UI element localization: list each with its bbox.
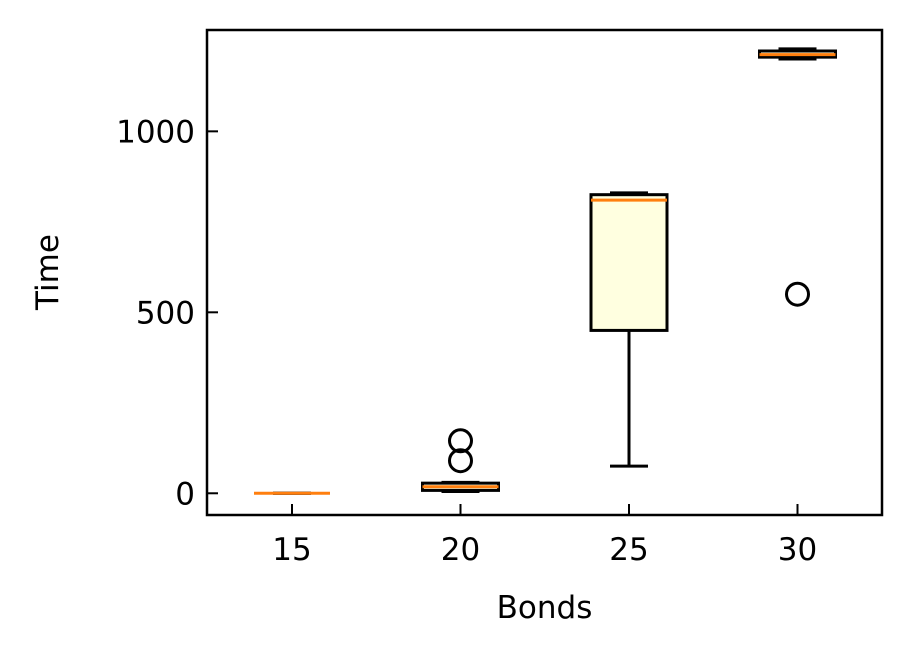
x-tick-label-15: 15 xyxy=(272,532,311,568)
y-tick-label-0: 0 xyxy=(175,476,195,512)
x-axis: 15 20 25 30 xyxy=(272,504,817,568)
flier-20-0 xyxy=(448,448,473,474)
box-group-25 xyxy=(589,191,669,468)
box-marks xyxy=(254,47,837,495)
box-group-30 xyxy=(758,47,837,307)
x-axis-label: Bonds xyxy=(497,590,593,626)
flier-20-1 xyxy=(448,428,473,454)
y-tick-label-1000: 1000 xyxy=(116,114,195,150)
y-tick-label-500: 500 xyxy=(136,295,195,331)
x-tick-label-25: 25 xyxy=(609,532,648,568)
y-axis: 0 500 1000 xyxy=(116,114,218,512)
x-tick-label-20: 20 xyxy=(441,532,480,568)
x-tick-label-30: 30 xyxy=(778,532,817,568)
plot-background xyxy=(207,30,882,515)
y-axis-label: Time xyxy=(30,234,66,311)
flier-30-0 xyxy=(785,281,810,307)
plot-frame xyxy=(205,28,884,517)
box-group-20 xyxy=(421,428,500,493)
box-25 xyxy=(589,193,669,332)
